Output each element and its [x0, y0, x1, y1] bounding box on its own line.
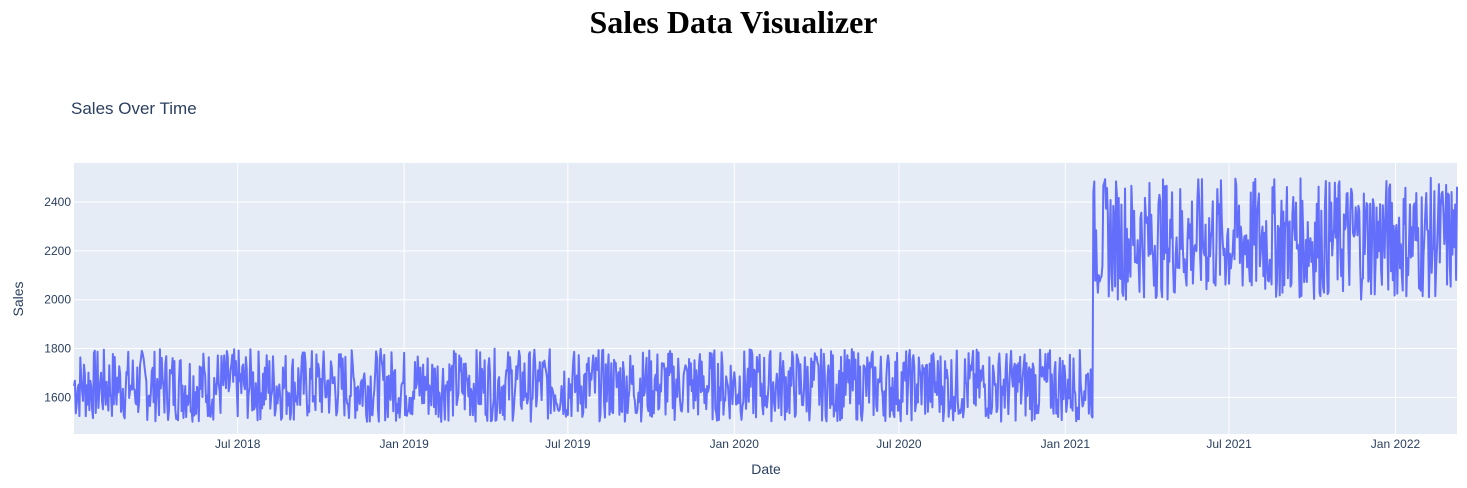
x-tick-label: Jan 2022: [1371, 437, 1421, 451]
y-axis-title: Sales: [10, 281, 26, 316]
chart-title: Sales Over Time: [71, 99, 197, 118]
y-tick-label: 2400: [44, 195, 71, 209]
y-tick-label: 2000: [44, 293, 71, 307]
x-tick-label: Jan 2020: [710, 437, 760, 451]
sales-series-line: [73, 176, 1458, 423]
x-tick-label: Jan 2019: [379, 437, 429, 451]
x-tick-label: Jan 2021: [1041, 437, 1091, 451]
series-layer: [73, 176, 1458, 423]
y-axis-ticks: 1600 1800 2000 2200 2400: [44, 195, 71, 404]
y-tick-label: 1600: [44, 390, 71, 404]
x-tick-label: Jul 2018: [215, 437, 261, 451]
x-tick-label: Jul 2021: [1206, 437, 1252, 451]
grid-lines: [74, 163, 1457, 434]
y-tick-label: 2200: [44, 244, 71, 258]
x-axis-title: Date: [751, 461, 781, 477]
y-tick-label: 1800: [44, 342, 71, 356]
page-title: Sales Data Visualizer: [589, 4, 878, 40]
x-tick-label: Jul 2020: [876, 437, 922, 451]
x-axis-ticks: Jul 2018 Jan 2019 Jul 2019 Jan 2020 Jul 2020…: [215, 437, 1420, 451]
x-tick-label: Jul 2019: [545, 437, 591, 451]
